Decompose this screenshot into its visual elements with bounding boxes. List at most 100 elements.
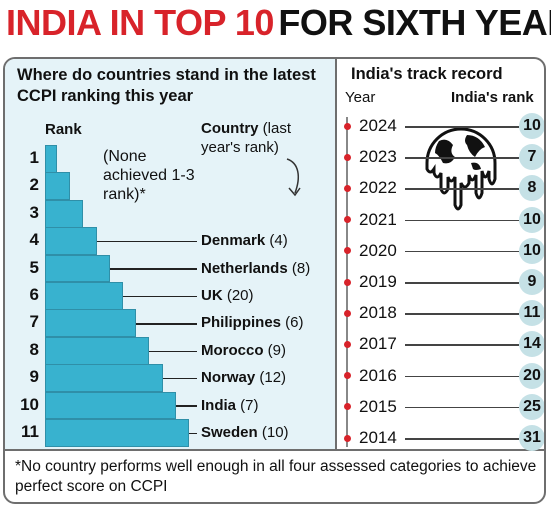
last-year-rank: (10) [257, 424, 289, 441]
india-rank-2021: 10 [519, 206, 544, 233]
curved-arrow-icon [286, 158, 301, 197]
rank-number-1: 1 [29, 148, 39, 167]
ccpi-ranking-panel: Where do countries stand in the latest C… [5, 59, 335, 449]
country-name: Morocco [201, 341, 264, 359]
country-leader-line [96, 240, 197, 243]
year-column-header: Year [345, 89, 376, 106]
india-rank-2018: 11 [519, 300, 544, 327]
year-leader-line [405, 313, 519, 315]
rank-number-5: 5 [29, 257, 39, 277]
india-rank-2020: 10 [519, 237, 544, 264]
timeline-dot-2017 [343, 340, 351, 348]
country-header-bold: Country [201, 120, 259, 137]
india-rank-2017: 14 [519, 331, 544, 358]
rank-step-6 [45, 282, 123, 310]
country-label-sweden: Sweden (10) [201, 423, 289, 443]
year-label-2019: 2019 [359, 272, 397, 291]
country-label-norway: Norway (12) [201, 368, 286, 388]
timeline-dot-2023 [343, 153, 351, 161]
year-label-2014: 2014 [359, 428, 397, 447]
headline: INDIA IN TOP 10 FOR SIXTH YEAR [6, 2, 551, 54]
none-achieved-note: (None achieved 1-3 rank)* [103, 148, 195, 203]
rank-step-7 [45, 309, 137, 338]
headline-black: FOR SIXTH YEAR [278, 2, 551, 43]
country-leader-line [123, 295, 197, 298]
last-year-rank: (6) [281, 314, 304, 332]
infographic-frame: Where do countries stand in the latest C… [3, 57, 546, 504]
rank-step-9 [45, 364, 163, 393]
timeline-dot-2018 [343, 309, 351, 317]
year-leader-line [405, 406, 519, 409]
rank-step-5 [45, 254, 110, 283]
india-rank-2023: 7 [519, 144, 544, 171]
last-year-rank: (4) [265, 232, 288, 250]
ccpi-footnote: *No country performs well enough in all … [15, 458, 537, 495]
rank-step-4 [45, 227, 97, 256]
rank-number-7: 7 [29, 312, 39, 332]
rank-number-3: 3 [29, 202, 39, 222]
timeline-dot-2022 [343, 184, 351, 192]
rank-step-8 [45, 336, 150, 365]
rank-step-10 [45, 391, 176, 420]
year-label-2021: 2021 [359, 209, 397, 229]
rank-number-2: 2 [29, 175, 39, 195]
rank-number-6: 6 [29, 285, 39, 304]
year-leader-line [405, 344, 519, 346]
rank-step-3 [45, 199, 84, 228]
year-label-2023: 2023 [359, 147, 397, 167]
year-label-2016: 2016 [359, 365, 397, 385]
country-name: Norway [201, 369, 256, 387]
country-leader-line [136, 323, 197, 325]
last-year-rank: (7) [236, 396, 259, 414]
rank-column-header: Rank [45, 121, 82, 138]
country-name: Netherlands [201, 259, 288, 277]
india-rank-2016: 20 [519, 362, 544, 389]
year-leader-line [405, 219, 519, 222]
year-leader-line [405, 375, 519, 378]
last-year-rank: (12) [255, 369, 287, 387]
country-leader-line [175, 405, 197, 407]
country-label-uk: UK (20) [201, 286, 254, 306]
last-year-rank: (9) [263, 341, 287, 359]
country-name: India [201, 396, 237, 414]
rank-number-9: 9 [29, 367, 39, 387]
rank-step-11 [45, 419, 189, 447]
country-leader-line [149, 350, 197, 352]
last-year-rank: (20) [222, 287, 254, 304]
year-leader-line [405, 438, 519, 440]
vertical-divider [335, 59, 337, 449]
year-leader-line [405, 250, 519, 253]
track-record-title: India's track record [351, 65, 503, 83]
country-leader-line [189, 432, 197, 435]
year-label-2024: 2024 [359, 116, 397, 135]
year-leader-line [405, 157, 519, 159]
timeline-dot-2019 [343, 278, 351, 286]
india-rank-column-header: India's rank [451, 89, 534, 106]
headline-red: INDIA IN TOP 10 [6, 2, 274, 43]
india-rank-2024: 10 [519, 113, 544, 139]
year-leader-line [405, 282, 519, 284]
country-label-denmark: Denmark (4) [201, 231, 288, 251]
year-label-2020: 2020 [359, 240, 397, 260]
country-header-rest: (last year's rank) [201, 120, 292, 156]
year-label-2018: 2018 [359, 303, 397, 323]
timeline-dot-2024 [343, 122, 351, 130]
country-label-netherlands: Netherlands (8) [201, 259, 310, 279]
country-name: Philippines [201, 314, 282, 332]
timeline-dot-2016 [343, 372, 351, 380]
country-label-philippines: Philippines (6) [201, 313, 304, 333]
india-rank-2022: 8 [519, 175, 544, 202]
horizontal-divider [5, 449, 544, 451]
year-label-2017: 2017 [359, 334, 397, 354]
country-label-india: India (7) [201, 396, 259, 416]
country-name: UK [201, 287, 223, 304]
rank-number-10: 10 [20, 394, 39, 414]
india-rank-2015: 25 [519, 393, 544, 420]
timeline-dot-2020 [343, 247, 351, 255]
india-rank-2014: 31 [519, 425, 544, 451]
year-leader-line [405, 126, 519, 128]
rank-number-8: 8 [29, 339, 39, 359]
rank-step-2 [45, 172, 71, 201]
year-leader-line [405, 188, 519, 190]
last-year-rank: (8) [287, 259, 311, 277]
